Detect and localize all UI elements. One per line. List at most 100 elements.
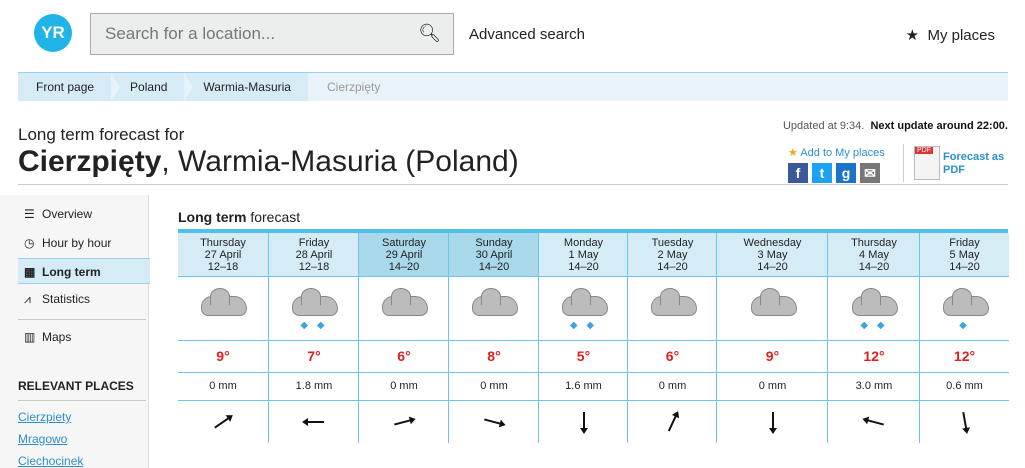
nav-long-term[interactable]: ▦ Long term — [18, 258, 150, 284]
period-header[interactable]: Saturday 29 April 14–20 — [359, 233, 449, 277]
wind-arrow-icon — [667, 412, 678, 432]
rain-drops-icon: ◆ ◆ — [860, 320, 888, 331]
forecast-column[interactable]: Thursday 4 May 14–20 ◆ ◆ 12° 3.0 mm — [827, 233, 920, 443]
precipitation: 0 mm — [359, 373, 449, 401]
wind-cell — [628, 401, 717, 443]
calendar-icon: ▦ — [24, 265, 36, 279]
nav-label: Long term — [42, 265, 101, 279]
forecast-column[interactable]: Sunday 30 April 14–20 8° 0 mm — [448, 233, 539, 443]
nav-statistics[interactable]: ⩘ Statistics — [18, 286, 146, 312]
page-subtitle: Long term forecast for — [18, 125, 185, 144]
forecast-column[interactable]: Friday 28 April 12–18 ◆ ◆ 7° 1.8 mm — [268, 233, 359, 443]
time-range: 12–18 — [207, 261, 239, 273]
weather-symbol — [449, 278, 539, 341]
add-to-my-places[interactable]: ★ Add to My places — [788, 146, 885, 159]
day-name: Friday — [949, 237, 980, 249]
twitter-icon[interactable]: t — [812, 163, 832, 183]
wind-cell — [828, 401, 920, 443]
wind-cell — [920, 401, 1009, 443]
update-info: Updated at 9:34. Next update around 22:0… — [783, 120, 1008, 132]
breadcrumb-poland[interactable]: Poland — [112, 73, 194, 101]
date: 30 April — [475, 249, 513, 261]
next-update: Next update around 22:00. — [870, 120, 1008, 132]
weather-symbol — [359, 278, 449, 341]
period-header[interactable]: Thursday 27 April 12–18 — [178, 233, 268, 277]
pdf-icon[interactable]: PDF — [914, 146, 940, 180]
time-range: 14–20 — [858, 261, 890, 273]
advanced-search-link[interactable]: Advanced search — [469, 26, 585, 43]
heading-bold: Long term — [178, 209, 247, 225]
search-box[interactable]: 🔍︎ — [90, 13, 454, 55]
period-header[interactable]: Thursday 4 May 14–20 — [828, 233, 920, 277]
nav-label: Maps — [42, 330, 72, 344]
email-icon[interactable]: ✉ — [860, 163, 880, 183]
search-icon[interactable]: 🔍︎ — [418, 23, 441, 43]
forecast-column[interactable]: Saturday 29 April 14–20 6° 0 mm — [358, 233, 449, 443]
breadcrumb-current: Cierzpięty — [308, 73, 1008, 101]
map-icon: ▥ — [24, 330, 36, 344]
cloud-icon — [942, 288, 989, 316]
wind-arrow-icon — [771, 412, 774, 432]
period-header[interactable]: Sunday 30 April 14–20 — [449, 233, 539, 277]
rain-drops-icon: ◆ — [959, 320, 970, 331]
relevant-place-link[interactable]: Ciechocinek — [18, 454, 84, 468]
day-name: Thursday — [851, 237, 897, 249]
wind-arrow-icon — [961, 411, 968, 433]
date: 28 April — [295, 249, 333, 261]
facebook-icon[interactable]: f — [788, 163, 808, 183]
wind-arrow-icon — [394, 418, 414, 426]
weather-symbol: ◆ ◆ — [269, 278, 359, 341]
temperature: 9° — [717, 341, 828, 373]
nav-label: Statistics — [42, 292, 91, 306]
temperature: 5° — [539, 341, 628, 373]
updated-time: Updated at 9:34. — [782, 120, 865, 132]
period-header[interactable]: Friday 28 April 12–18 — [269, 233, 359, 277]
my-places-link[interactable]: ★ My places — [906, 26, 995, 44]
wind-cell — [178, 401, 268, 443]
forecast-column[interactable]: Thursday 27 April 12–18 9° 0 mm — [178, 233, 268, 443]
forecast-column[interactable]: Monday 1 May 14–20 ◆ ◆ 5° 1.6 mm — [538, 233, 628, 443]
chart-icon: ⩘ — [24, 292, 31, 306]
day-name: Wednesday — [743, 237, 802, 249]
date: 5 May — [949, 249, 980, 261]
cloud-icon — [750, 288, 797, 316]
forecast-column[interactable]: Wednesday 3 May 14–20 9° 0 mm — [716, 233, 828, 443]
cloud-icon — [650, 288, 697, 316]
yr-logo[interactable]: YR — [34, 14, 72, 52]
time-range: 14–20 — [568, 261, 599, 273]
wind-cell — [717, 401, 828, 443]
google-plus-icon[interactable]: g — [836, 163, 856, 183]
time-range: 14–20 — [757, 261, 788, 273]
divider — [18, 319, 146, 320]
temperature: 8° — [449, 341, 539, 373]
breadcrumb-region[interactable]: Warmia-Masuria — [185, 73, 317, 101]
forecast-column[interactable]: Friday 5 May 14–20 ◆ 12° 0.6 mm — [919, 233, 1009, 443]
relevant-place-link[interactable]: Mragowo — [18, 432, 68, 446]
day-name: Thursday — [200, 237, 246, 249]
temperature: 9° — [178, 341, 268, 373]
nav-hour-by-hour[interactable]: ◷ Hour by hour — [18, 230, 146, 256]
wind-cell — [539, 401, 628, 443]
place-region: , Warmia-Masuria (Poland) — [161, 145, 519, 178]
relevant-place-link[interactable]: Cierzpiety — [18, 410, 72, 424]
date: 2 May — [657, 249, 688, 261]
period-header[interactable]: Monday 1 May 14–20 — [539, 233, 628, 277]
breadcrumb: Front page Poland Warmia-Masuria Cierzpi… — [18, 72, 1008, 101]
nav-overview[interactable]: ☰ Overview — [18, 201, 146, 227]
wind-arrow-icon — [214, 415, 232, 429]
forecast-pdf-link[interactable]: Forecast as PDF — [943, 151, 1004, 177]
precipitation: 0 mm — [178, 373, 268, 401]
forecast-column[interactable]: Tuesday 2 May 14–20 6° 0 mm — [627, 233, 717, 443]
divider — [18, 184, 1008, 185]
rain-drops-icon: ◆ ◆ — [569, 320, 598, 331]
nav-maps[interactable]: ▥ Maps — [18, 324, 146, 350]
period-header[interactable]: Wednesday 3 May 14–20 — [717, 233, 828, 277]
cloud-icon — [561, 288, 608, 316]
date: 1 May — [568, 249, 599, 261]
period-header[interactable]: Tuesday 2 May 14–20 — [628, 233, 717, 277]
period-header[interactable]: Friday 5 May 14–20 — [920, 233, 1009, 277]
breadcrumb-front-page[interactable]: Front page — [18, 73, 121, 101]
time-range: 14–20 — [949, 261, 980, 273]
cloud-icon — [201, 288, 247, 316]
search-input[interactable] — [91, 14, 419, 54]
